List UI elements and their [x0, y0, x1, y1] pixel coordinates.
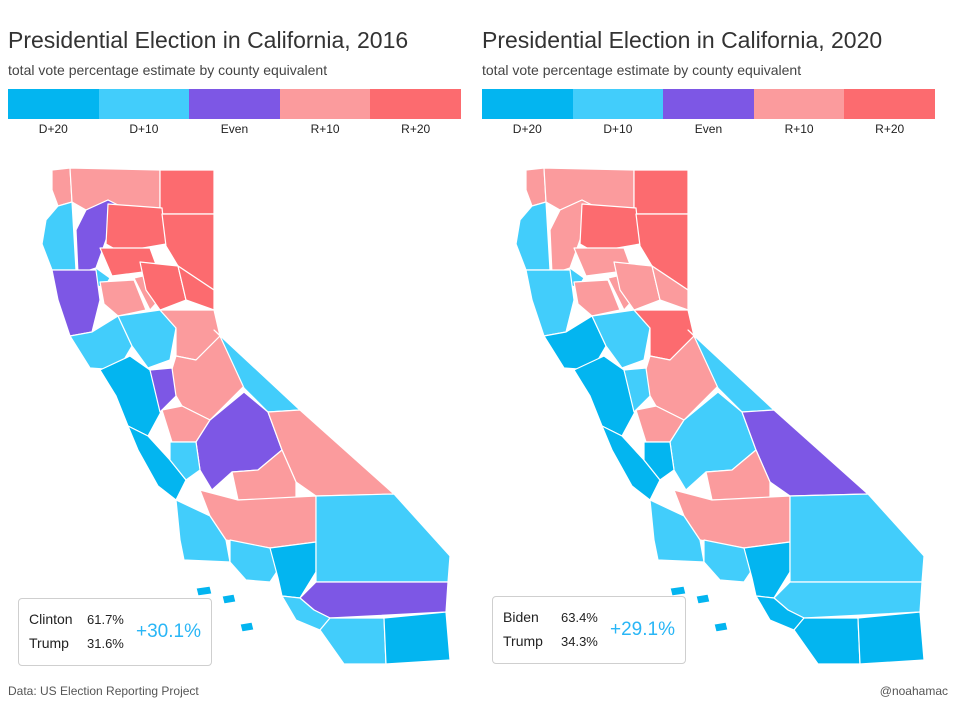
- legend-swatch-r20: [370, 89, 461, 119]
- legend-label: R+10: [784, 122, 814, 136]
- county-region-imperial: [857, 611, 925, 665]
- county-region-channel-islands: [669, 585, 729, 633]
- county-region-stanislaus: [623, 367, 651, 413]
- legend-label: R+20: [875, 122, 905, 136]
- legend-labels: D+20 D+10 Even R+10 R+20: [482, 122, 935, 136]
- map-subtitle: total vote percentage estimate by county…: [482, 62, 802, 78]
- county-region-eastern-sierra: [213, 329, 301, 413]
- county-region-san-diego: [793, 617, 861, 665]
- author-credit: @noahamac: [879, 684, 948, 698]
- result-row: Clinton 61.7%: [29, 607, 201, 631]
- candidate-name: Clinton: [29, 611, 73, 627]
- county-region-north-coast: [41, 201, 77, 271]
- candidate-pct: 31.6%: [87, 635, 124, 651]
- county-region-san-diego: [319, 617, 387, 665]
- candidate-pct: 63.4%: [561, 609, 598, 625]
- california-county-map: [41, 167, 451, 665]
- county-region-far-north-west: [51, 167, 73, 207]
- county-region-bay-area: [99, 355, 163, 437]
- vote-margin: +30.1%: [136, 621, 201, 642]
- county-region-modoc: [159, 169, 215, 215]
- county-region-bay-area: [573, 355, 637, 437]
- vote-margin: +29.1%: [610, 619, 675, 640]
- county-region-san-bernardino: [315, 493, 451, 583]
- legend-swatch-d20: [8, 89, 99, 119]
- legend-label: D+10: [603, 122, 633, 136]
- county-region-channel-islands: [195, 585, 255, 633]
- result-row: Trump 34.3%: [503, 629, 675, 653]
- result-row: Biden 63.4%: [503, 605, 675, 629]
- california-county-map: [515, 167, 925, 665]
- map-subtitle: total vote percentage estimate by county…: [8, 62, 328, 78]
- county-region-lake: [99, 279, 147, 317]
- legend-label: R+20: [401, 122, 431, 136]
- legend-swatch-d10: [572, 89, 664, 119]
- county-region-butte: [139, 261, 187, 311]
- county-region-monterey: [643, 441, 675, 481]
- county-region-central-coast: [127, 425, 187, 501]
- result-box: Biden 63.4% Trump 34.3% +29.1%: [492, 596, 686, 664]
- result-box: Clinton 61.7% Trump 31.6% +30.1%: [18, 598, 212, 666]
- legend-label: R+10: [310, 122, 340, 136]
- legend-swatch-r20: [844, 89, 935, 119]
- result-row: Trump 31.6%: [29, 631, 201, 655]
- color-legend: [8, 89, 461, 119]
- legend-swatch-d20: [482, 89, 573, 119]
- county-region-stanislaus: [149, 367, 177, 413]
- legend-swatch-d10: [98, 89, 190, 119]
- map-title: Presidential Election in California, 201…: [8, 27, 409, 53]
- county-region-modoc: [633, 169, 689, 215]
- map-panel-2016: Presidential Election in California, 201…: [0, 0, 470, 680]
- legend-swatch-r10: [279, 89, 371, 119]
- candidate-name: Trump: [29, 635, 69, 651]
- county-region-far-north-west: [525, 167, 547, 207]
- county-region-san-bernardino: [789, 493, 925, 583]
- candidate-name: Trump: [503, 633, 543, 649]
- county-region-eastern-sierra: [687, 329, 775, 413]
- legend-labels: D+20 D+10 Even R+10 R+20: [8, 122, 461, 136]
- color-legend: [482, 89, 935, 119]
- legend-label: D+10: [129, 122, 159, 136]
- legend-label: Even: [694, 122, 723, 136]
- map-title: Presidential Election in California, 202…: [482, 27, 883, 53]
- county-region-butte: [613, 261, 661, 311]
- county-region-monterey: [169, 441, 201, 481]
- candidate-pct: 34.3%: [561, 633, 598, 649]
- county-region-mendocino: [51, 269, 101, 337]
- county-region-central-coast: [601, 425, 661, 501]
- candidate-name: Biden: [503, 609, 539, 625]
- candidate-pct: 61.7%: [87, 611, 124, 627]
- legend-swatch-even: [189, 89, 280, 119]
- county-region-shasta: [579, 203, 641, 253]
- map-panel-2020: Presidential Election in California, 202…: [474, 0, 944, 680]
- legend-swatch-r10: [753, 89, 845, 119]
- county-region-imperial: [383, 611, 451, 665]
- county-region-riverside: [299, 581, 449, 619]
- legend-swatch-even: [663, 89, 754, 119]
- county-region-north-coast: [515, 201, 551, 271]
- county-region-mendocino: [525, 269, 575, 337]
- county-region-lake: [573, 279, 621, 317]
- legend-label: D+20: [38, 122, 68, 136]
- county-region-shasta: [105, 203, 167, 253]
- legend-label: Even: [220, 122, 249, 136]
- data-source: Data: US Election Reporting Project: [8, 684, 199, 698]
- county-region-riverside: [773, 581, 923, 619]
- legend-label: D+20: [512, 122, 542, 136]
